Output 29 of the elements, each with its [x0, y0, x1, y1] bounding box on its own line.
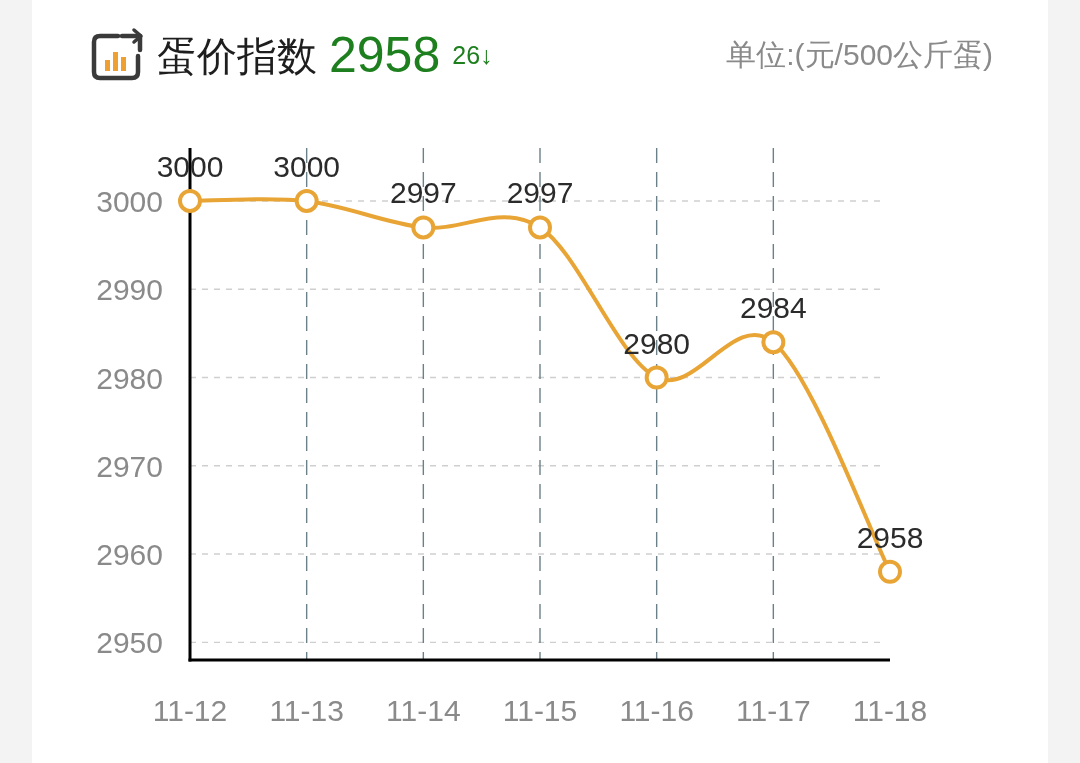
x-tick-label: 11-18 — [852, 694, 928, 727]
data-label: 2997 — [389, 176, 457, 210]
x-tick-label: 11-16 — [619, 694, 694, 727]
data-label: 3000 — [273, 149, 341, 183]
point — [528, 215, 552, 240]
y-tick-label: 2960 — [96, 538, 163, 572]
y-tick-label: 2970 — [96, 449, 163, 483]
point — [761, 330, 786, 355]
x-tick-label: 11-12 — [152, 694, 228, 727]
data-label: 2980 — [623, 326, 691, 360]
point — [644, 365, 669, 390]
x-tick-label: 11-13 — [269, 694, 344, 727]
point — [178, 188, 202, 213]
x-tick-label: 11-14 — [386, 694, 461, 727]
x-tick-label: 11-15 — [502, 694, 578, 727]
point — [294, 188, 319, 213]
text: 2958 — [329, 27, 441, 83]
x-tick-label: 11-17 — [736, 694, 811, 727]
y-tick-label: 2980 — [96, 361, 163, 395]
chart-title: 蛋价指数 — [157, 34, 317, 78]
point — [878, 559, 902, 584]
point — [411, 215, 436, 240]
y-tick-label: 2950 — [96, 626, 163, 660]
y-tick-label: 3000 — [96, 184, 163, 218]
data-label: 2997 — [506, 176, 574, 210]
text: 26↓ — [452, 41, 493, 69]
y-axis-title: 单位:(元/500公斤蛋) — [726, 38, 993, 71]
data-label: 2984 — [739, 291, 807, 325]
y-tick-label: 2990 — [96, 273, 163, 307]
